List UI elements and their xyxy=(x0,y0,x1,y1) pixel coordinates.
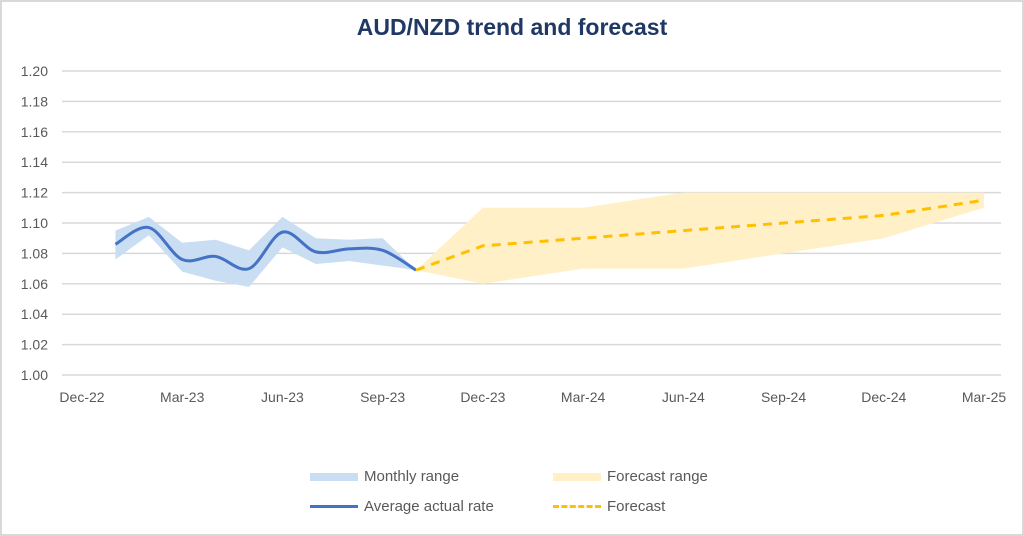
legend-swatch-forecast-range xyxy=(553,472,601,481)
forecast-range-band xyxy=(416,192,984,284)
y-tick-label: 1.04 xyxy=(21,306,48,322)
y-tick-label: 1.12 xyxy=(21,185,48,201)
legend-label: Monthly range xyxy=(364,468,460,485)
y-tick-label: 1.10 xyxy=(21,215,48,231)
x-tick-label: Dec-23 xyxy=(460,389,505,405)
x-axis-ticks: Dec-22 Mar-23 Jun-23 Sep-23 Dec-23 Mar-24 Jun-… xyxy=(59,389,1006,405)
legend-item-average-actual-rate: Average actual rate xyxy=(310,498,494,515)
y-tick-label: 1.08 xyxy=(21,245,48,261)
y-tick-label: 1.16 xyxy=(21,124,48,140)
y-tick-label: 1.02 xyxy=(21,337,48,353)
average-actual-rate-line xyxy=(114,225,417,272)
y-tick-label: 1.14 xyxy=(21,154,48,170)
legend: Monthly range Forecast range Average act… xyxy=(310,468,730,524)
x-tick-label: Mar-24 xyxy=(561,389,606,405)
legend-label: Forecast xyxy=(607,498,666,515)
x-tick-label: Jun-24 xyxy=(662,389,705,405)
legend-item-forecast: Forecast xyxy=(553,498,665,515)
legend-item-monthly-range: Monthly range xyxy=(310,468,459,485)
chart-title: AUD/NZD trend and forecast xyxy=(356,14,668,40)
y-tick-label: 1.00 xyxy=(21,367,48,383)
series-lines xyxy=(114,198,985,272)
legend-label: Average actual rate xyxy=(364,498,494,515)
y-tick-label: 1.06 xyxy=(21,276,48,292)
x-tick-label: Dec-24 xyxy=(861,389,906,405)
range-bands xyxy=(115,192,984,287)
legend-swatch-forecast xyxy=(553,505,601,508)
legend-swatch-average-actual-rate xyxy=(310,505,358,508)
legend-item-forecast-range: Forecast range xyxy=(553,468,708,485)
y-tick-label: 1.18 xyxy=(21,93,48,109)
x-tick-label: Sep-23 xyxy=(360,389,405,405)
y-tick-label: 1.20 xyxy=(21,63,48,79)
x-tick-label: Mar-23 xyxy=(160,389,205,405)
x-tick-label: Dec-22 xyxy=(59,389,104,405)
y-axis-ticks: 1.00 1.02 1.04 1.06 1.08 1.10 1.12 1.14 1.16 1.18… xyxy=(21,63,48,383)
legend-label: Forecast range xyxy=(607,468,708,485)
x-tick-label: Jun-23 xyxy=(261,389,304,405)
x-tick-label: Sep-24 xyxy=(761,389,806,405)
x-tick-label: Mar-25 xyxy=(962,389,1007,405)
legend-swatch-monthly-range xyxy=(310,472,358,481)
